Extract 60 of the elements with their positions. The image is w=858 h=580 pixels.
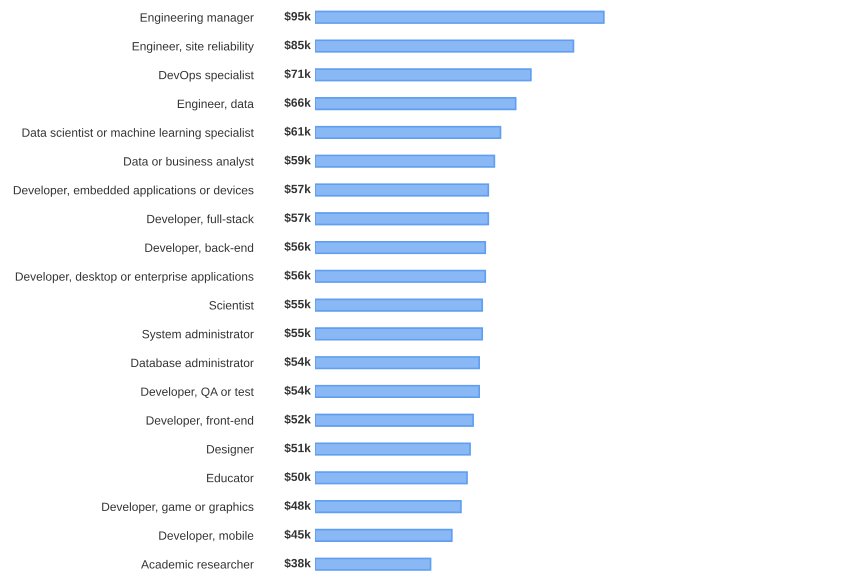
y-tick-label: Developer, desktop or enterprise applications — [16, 272, 254, 284]
y-tick-label: Developer, embedded applications or devices — [14, 186, 254, 197]
bar — [315, 356, 480, 370]
y-tick-label: Educator — [207, 473, 254, 482]
bar — [315, 558, 432, 571]
bar — [315, 528, 453, 542]
data-label: $57k — [284, 184, 311, 194]
data-label: $54k — [284, 356, 311, 367]
bar — [315, 212, 490, 226]
y-tick-label: Developer, game or graphics — [102, 502, 254, 514]
data-label: $95k — [284, 11, 311, 22]
bar — [315, 298, 484, 312]
bar — [315, 414, 474, 427]
data-label: $45k — [284, 530, 311, 540]
y-tick-label: Data or business analyst — [124, 156, 254, 168]
y-tick-label: Developer, QA or test — [141, 387, 254, 398]
data-label: $52k — [284, 414, 311, 424]
y-tick-label: Designer — [207, 444, 254, 456]
data-label: $57k — [284, 212, 311, 223]
y-tick-label: Developer, front-end — [146, 416, 254, 428]
bar — [315, 68, 532, 82]
data-label: $59k — [284, 155, 311, 166]
bar — [315, 471, 468, 484]
bar — [315, 500, 462, 514]
data-label: $51k — [284, 443, 311, 454]
y-tick-label: Data scientist or machine learning specialist — [22, 128, 254, 140]
bar — [315, 327, 484, 340]
y-tick-label: Developer, mobile — [159, 531, 254, 542]
data-label: $54k — [284, 386, 311, 396]
data-label: $55k — [284, 328, 311, 338]
data-label: $56k — [284, 270, 311, 280]
y-tick-label: System administrator — [142, 330, 254, 341]
data-label: $50k — [284, 472, 311, 482]
y-tick-label: Academic researcher — [141, 560, 254, 569]
data-label: $71k — [284, 69, 311, 79]
bar — [315, 270, 486, 283]
data-label: $61k — [284, 126, 311, 136]
bar — [315, 442, 471, 456]
y-tick-label: Developer, back-end — [145, 243, 254, 254]
bar — [315, 10, 605, 24]
bar — [315, 39, 574, 53]
bar — [315, 126, 502, 139]
data-label: $66k — [284, 98, 311, 108]
data-label: $48k — [284, 500, 311, 511]
bar — [315, 97, 516, 110]
y-tick-label: Database administrator — [131, 358, 254, 368]
y-tick-label: Engineering manager — [140, 12, 254, 24]
y-tick-label: Engineer, data — [178, 99, 254, 110]
y-tick-label: Developer, full-stack — [147, 214, 254, 226]
data-label: $85k — [284, 40, 311, 50]
y-tick-label: Scientist — [209, 300, 254, 310]
bar — [315, 183, 490, 197]
data-label: $38k — [284, 558, 311, 568]
bar — [315, 154, 496, 168]
y-tick-label: Engineer, site reliability — [132, 42, 254, 53]
bar — [315, 240, 486, 254]
data-label: $55k — [284, 299, 311, 310]
bar — [315, 384, 480, 398]
data-label: $56k — [284, 242, 311, 252]
y-tick-label: DevOps specialist — [159, 70, 254, 82]
